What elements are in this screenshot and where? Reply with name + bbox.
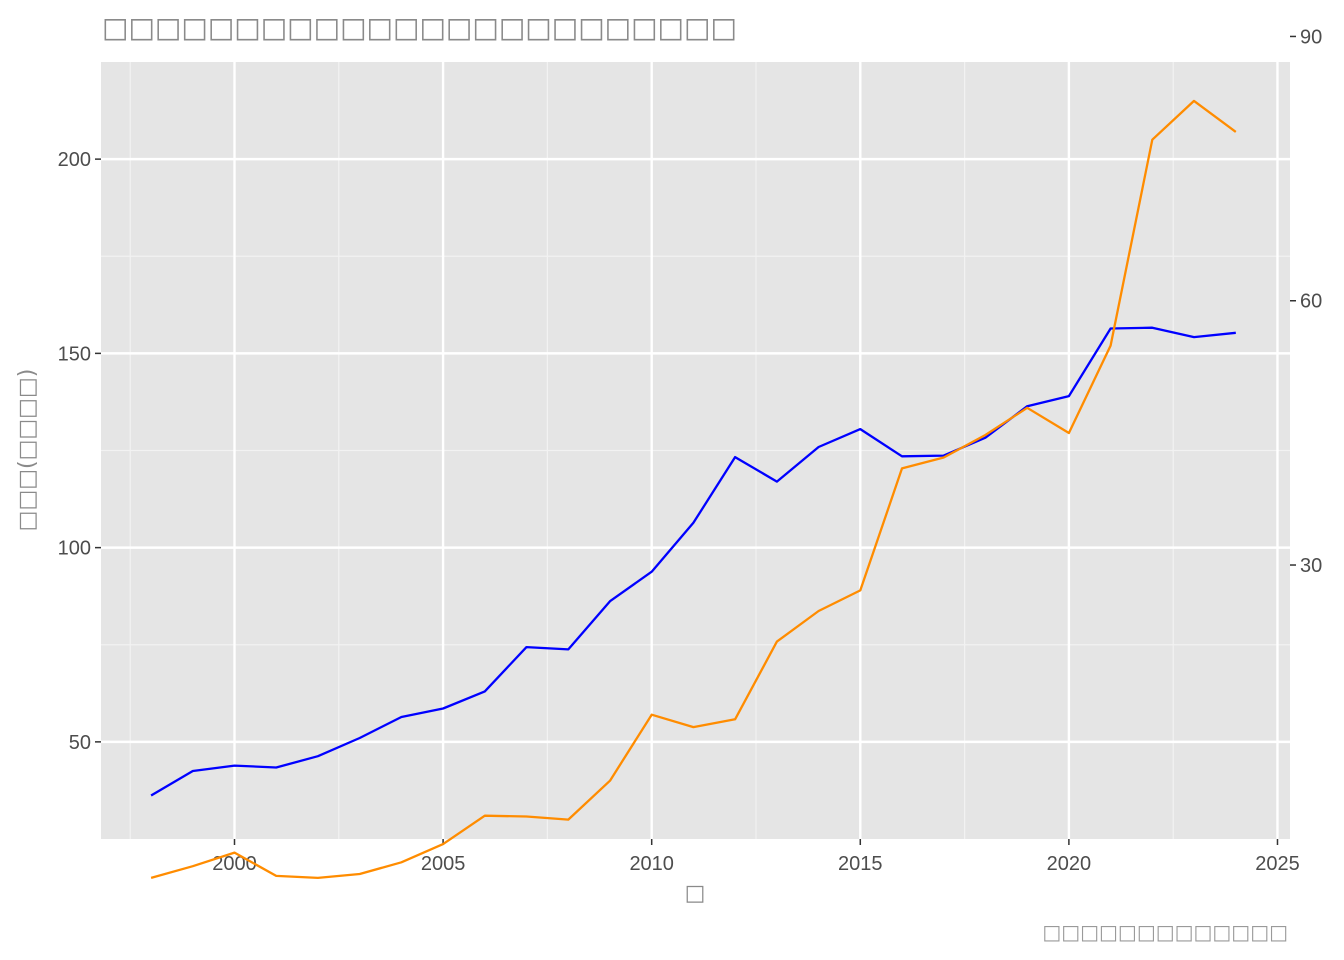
- x-tick-label: 2025: [1255, 853, 1300, 875]
- series-line-1: [150, 326, 1236, 797]
- x-tick-label: 2000: [212, 853, 257, 875]
- x-tick-label: 2015: [838, 853, 883, 875]
- x-tick-label: 2005: [421, 853, 466, 875]
- y2-tick-label: 30: [1300, 555, 1322, 577]
- series-lines: [150, 99, 1237, 880]
- chart-title: □□□□□□□□□□□□□□□□□□□□□□□□: [102, 11, 737, 44]
- y-axis-title: □□□(□□□□): [15, 369, 40, 532]
- x-tick-label: 2010: [629, 853, 674, 875]
- x-axis-title: □: [685, 881, 706, 906]
- axes: 2000 2005 2010 2015 2020 2025 50 100 150 200 30 60 9…: [58, 26, 1323, 875]
- x-tick-label: 2020: [1047, 853, 1092, 875]
- series-line-2: [150, 99, 1237, 880]
- y-tick-label: 50: [69, 732, 91, 754]
- chart-caption: □□□□□□□□□□□□□: [1042, 920, 1288, 944]
- y-tick-label: 150: [58, 343, 91, 365]
- y-tick-label: 100: [58, 538, 91, 560]
- y2-tick-label: 90: [1300, 26, 1322, 48]
- y-tick-label: 200: [58, 149, 91, 171]
- y2-tick-label: 60: [1300, 291, 1322, 313]
